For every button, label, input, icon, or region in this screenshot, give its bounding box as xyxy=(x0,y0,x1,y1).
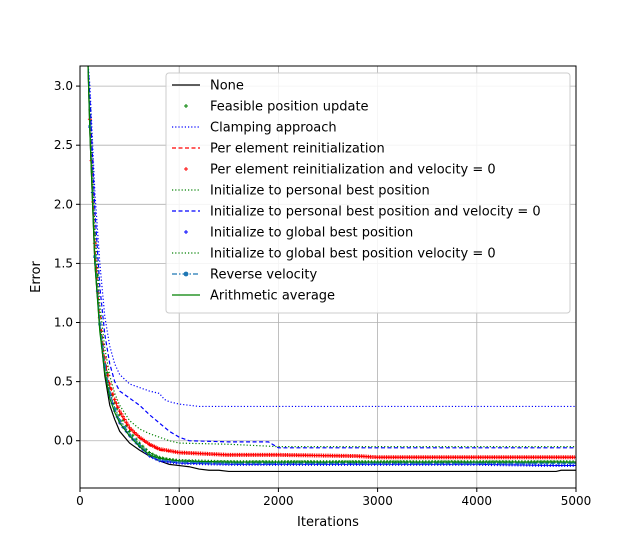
data-point xyxy=(109,387,114,392)
series-6 xyxy=(87,66,576,449)
x-tick-label: 4000 xyxy=(462,494,493,508)
data-point xyxy=(119,411,124,416)
legend-item: Initialize to personal best position xyxy=(172,184,430,199)
data-point xyxy=(565,464,569,468)
legend-item: Feasible position update xyxy=(184,100,369,115)
data-point xyxy=(379,462,383,466)
data-point xyxy=(291,462,295,466)
data-point xyxy=(560,464,564,468)
series-2 xyxy=(87,66,576,408)
data-point xyxy=(548,463,552,467)
data-point xyxy=(355,462,359,466)
series-line xyxy=(87,66,576,473)
data-point xyxy=(484,462,488,466)
data-point xyxy=(513,463,517,467)
series-line xyxy=(87,66,576,408)
legend-item: Clamping approach xyxy=(172,121,337,136)
legend: None Feasible position update Clamping app… xyxy=(165,72,571,314)
legend-marker xyxy=(184,104,188,108)
series-line xyxy=(87,66,576,463)
legend-item: Initialize to global best position xyxy=(184,226,413,241)
series-line xyxy=(87,66,576,449)
legend-label: Initialize to global best position xyxy=(210,226,413,241)
legend-label: Initialize to personal best position xyxy=(210,184,430,199)
data-point xyxy=(391,462,395,466)
series-layer xyxy=(87,66,576,473)
data-point xyxy=(537,463,541,467)
legend-item: None xyxy=(172,79,244,94)
data-point xyxy=(180,461,184,465)
data-point xyxy=(501,463,505,467)
data-point xyxy=(218,462,222,466)
x-tick-label: 2000 xyxy=(263,494,294,508)
legend-item: Per element reinitialization and velocit… xyxy=(184,163,496,178)
data-point xyxy=(542,463,546,467)
legend-label: Feasible position update xyxy=(210,100,369,115)
series-0 xyxy=(87,66,576,473)
legend-label: Per element reinitialization xyxy=(210,142,385,157)
x-tick-label: 5000 xyxy=(561,494,592,508)
legend-item: Initialize to personal best position and… xyxy=(172,205,541,220)
legend-label: Initialize to personal best position and… xyxy=(210,205,541,220)
series-10 xyxy=(87,66,576,463)
legend-marker xyxy=(184,230,188,234)
data-point xyxy=(124,420,129,425)
y-tick-label: 0.5 xyxy=(54,375,73,389)
data-point xyxy=(131,433,135,437)
axes: 0 1000 2000 3000 4000 5000 0.0 0.5 1.0 1.5 2.0 2.5 3… xyxy=(54,79,591,508)
data-point xyxy=(495,463,499,467)
x-tick-label: 3000 xyxy=(362,494,393,508)
data-point xyxy=(397,462,401,466)
legend-label: Arithmetic average xyxy=(210,289,335,304)
data-point xyxy=(120,414,125,419)
data-point xyxy=(574,455,576,460)
data-point xyxy=(112,397,117,402)
y-tick-label: 2.0 xyxy=(54,197,73,211)
data-point xyxy=(285,462,289,466)
data-point xyxy=(273,462,277,466)
legend-box xyxy=(165,72,571,314)
legend-label: Clamping approach xyxy=(210,121,337,136)
legend-label: Reverse velocity xyxy=(210,268,317,283)
data-point xyxy=(507,463,511,467)
y-tick-label: 0.0 xyxy=(54,434,73,448)
legend-label: None xyxy=(210,79,244,94)
legend-item: Per element reinitialization xyxy=(172,142,385,157)
series-4 xyxy=(87,117,576,460)
data-point xyxy=(525,463,529,467)
y-tick-label: 3.0 xyxy=(54,79,73,93)
data-point xyxy=(125,422,130,427)
data-point xyxy=(111,392,116,397)
x-tick-label: 0 xyxy=(76,494,84,508)
y-tick-label: 1.0 xyxy=(54,316,73,330)
data-point xyxy=(116,405,121,410)
y-tick-label: 1.5 xyxy=(54,256,73,270)
data-point xyxy=(166,460,170,464)
legend-label: Per element reinitialization and velocit… xyxy=(210,163,496,178)
data-point xyxy=(571,464,575,468)
data-point xyxy=(349,462,353,466)
legend-marker xyxy=(184,167,188,171)
x-tick-label: 1000 xyxy=(164,494,195,508)
data-point xyxy=(460,462,464,466)
legend-item: Reverse velocity xyxy=(172,268,317,283)
data-point xyxy=(117,409,122,414)
data-point xyxy=(519,463,523,467)
legend-label: Initialize to global best position veloc… xyxy=(210,247,496,262)
y-tick-label: 2.5 xyxy=(54,138,73,152)
data-point xyxy=(554,464,558,468)
x-axis-label: Iterations xyxy=(297,515,359,530)
data-point xyxy=(122,417,127,422)
data-point xyxy=(531,463,535,467)
plot-frame xyxy=(79,65,577,489)
legend-marker xyxy=(183,271,189,277)
data-point xyxy=(186,461,190,465)
legend-item: Arithmetic average xyxy=(172,289,335,304)
legend-item: Initialize to global best position veloc… xyxy=(172,247,496,262)
y-axis-label: Error xyxy=(29,261,44,293)
data-point xyxy=(114,401,119,406)
data-point xyxy=(574,464,576,468)
